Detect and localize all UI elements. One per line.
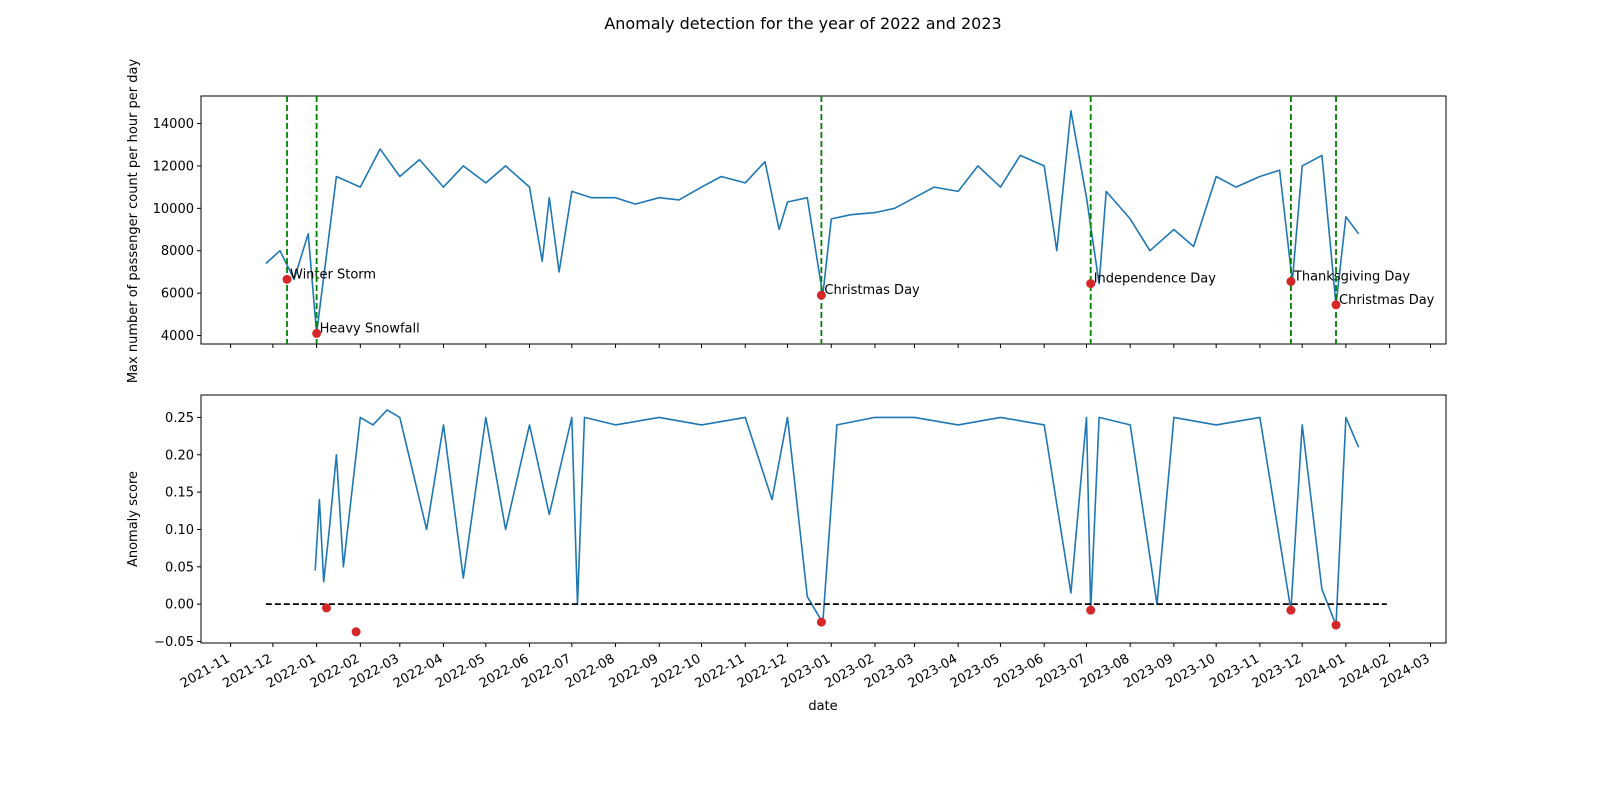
anomaly-score-panel: −0.05 0.00 0.05 0.10 0.15 0.20 0.25 2021-11202… xyxy=(126,394,1447,714)
bottom-plot-frame xyxy=(200,394,1447,644)
anomaly-label: Heavy Snowfall xyxy=(320,321,420,336)
anomaly-point xyxy=(1086,279,1096,289)
bottom-y-tick-label: 0.15 xyxy=(165,486,194,501)
anomaly-score-point xyxy=(816,617,826,627)
bottom-y-tick-label: 0.10 xyxy=(165,523,194,538)
top-y-tick-label: 10000 xyxy=(153,202,194,217)
top-series-line xyxy=(265,110,1360,335)
anomaly-point xyxy=(282,274,292,284)
bottom-y-ticks: −0.05 0.00 0.05 0.10 0.15 0.20 0.25 xyxy=(154,411,201,650)
bottom-y-tick-label: 0.00 xyxy=(165,598,194,613)
top-y-tick-label: 4000 xyxy=(161,329,194,344)
bottom-x-tick-label: 2023-01 xyxy=(779,651,834,691)
anomaly-label: Thanksgiving Day xyxy=(1293,269,1410,284)
top-y-tick-label: 14000 xyxy=(153,117,194,132)
anomaly-point xyxy=(1331,300,1341,310)
chart-title: Anomaly detection for the year of 2022 a… xyxy=(604,14,1001,33)
anomaly-score-point xyxy=(351,627,361,637)
bottom-x-tick-label: 2022-01 xyxy=(264,651,319,691)
anomaly-label: Christmas Day xyxy=(824,283,920,298)
passenger-count-panel: Winter Storm Heavy Snowfall Christmas Day I… xyxy=(126,59,1447,384)
bottom-y-tick-label: 0.25 xyxy=(165,411,194,426)
bottom-x-tick-label: 2023-08 xyxy=(1078,651,1133,691)
anomaly-label: Christmas Day xyxy=(1339,293,1435,308)
top-plot-content: Winter Storm Heavy Snowfall Christmas Day I… xyxy=(265,96,1435,344)
anomaly-label: Independence Day xyxy=(1094,272,1217,287)
top-y-ticks: 4000 6000 8000 10000 12000 14000 xyxy=(153,117,201,344)
bottom-y-tick-label: 0.20 xyxy=(165,448,194,463)
top-x-ticks xyxy=(230,344,1431,348)
x-axis-label: date xyxy=(808,699,837,714)
anomaly-score-point xyxy=(1286,605,1296,615)
anomaly-point xyxy=(816,290,826,300)
bottom-x-tick-label: 2024-01 xyxy=(1293,651,1348,691)
top-plot-frame xyxy=(200,95,1447,345)
anomaly-point xyxy=(312,328,322,338)
top-y-tick-label: 12000 xyxy=(153,159,194,174)
anomaly-label: Winter Storm xyxy=(290,267,376,282)
bottom-y-tick-label: −0.05 xyxy=(154,635,194,650)
bottom-x-ticks: 2021-112021-122022-012022-022022-032022-… xyxy=(178,643,1432,692)
anomaly-score-point xyxy=(321,603,331,613)
bottom-y-tick-label: 0.05 xyxy=(165,560,194,575)
bottom-plot-content xyxy=(265,409,1387,637)
top-y-tick-label: 6000 xyxy=(161,287,194,302)
top-y-axis-label: Max number of passenger count per hour p… xyxy=(126,59,141,384)
anomaly-point xyxy=(1286,276,1296,286)
bottom-y-axis-label: Anomaly score xyxy=(126,471,141,567)
top-y-tick-label: 8000 xyxy=(161,244,194,259)
bottom-x-tick-label: 2022-08 xyxy=(563,651,618,691)
bottom-series-line xyxy=(314,409,1360,626)
anomaly-score-point xyxy=(1331,620,1341,630)
anomaly-score-point xyxy=(1086,605,1096,615)
